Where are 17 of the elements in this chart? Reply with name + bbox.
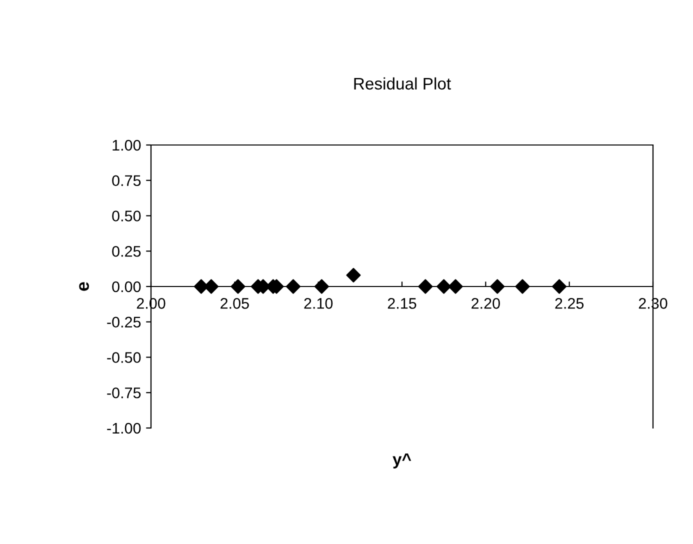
y-tick-label: 0.00 [112,281,141,292]
y-tick-label: -0.25 [107,316,141,328]
chart-title: Residual Plot [354,77,451,90]
y-tick-label: 0.25 [112,246,141,257]
y-tick-label: 0.50 [112,210,141,222]
x-axis-title: y^ [392,454,412,468]
x-tick-label: 2.25 [555,298,584,309]
x-tick-label: 2.15 [388,298,416,309]
x-tick-label: 2.10 [304,298,333,309]
y-tick-label: 1.00 [112,140,141,151]
y-tick-label: -1.00 [107,422,141,434]
y-tick-label: 0.75 [112,175,141,186]
x-tick-label: 2.20 [472,298,500,309]
y-tick-label: -0.75 [107,387,141,398]
x-tick-label: 2.05 [220,298,249,309]
y-axis-title: e [79,282,89,291]
y-tick-label: -0.50 [107,352,141,363]
